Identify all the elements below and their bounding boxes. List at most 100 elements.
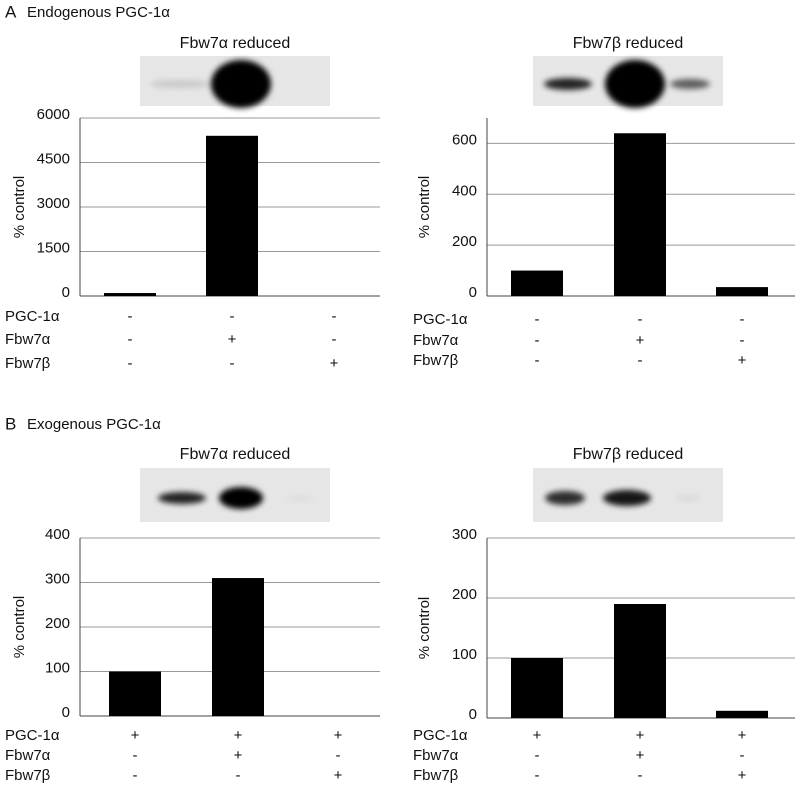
condition-sign: + xyxy=(738,352,747,369)
condition-name: Fbw7β xyxy=(5,355,51,372)
bar xyxy=(206,135,258,296)
condition-sign: + xyxy=(738,727,747,744)
y-axis-label: % control xyxy=(11,176,28,239)
condition-name: PGC-1α xyxy=(5,308,60,325)
condition-sign: - xyxy=(133,767,138,784)
bar xyxy=(104,293,156,296)
condition-name: Fbw7α xyxy=(5,331,51,348)
y-tick-label: 0 xyxy=(469,706,477,723)
condition-sign: - xyxy=(535,352,540,369)
condition-sign: + xyxy=(533,727,542,744)
condition-sign: + xyxy=(334,767,343,784)
y-tick-label: 4500 xyxy=(37,150,70,167)
condition-sign: + xyxy=(234,747,243,764)
blot-band xyxy=(158,492,206,504)
bar xyxy=(716,287,768,296)
condition-name: Fbw7α xyxy=(413,332,459,349)
bar xyxy=(212,578,264,716)
blot-band xyxy=(603,490,651,506)
y-tick-label: 0 xyxy=(469,284,477,301)
condition-sign: - xyxy=(128,308,133,325)
condition-name: Fbw7β xyxy=(413,767,459,784)
panel-title: Endogenous PGC-1α xyxy=(27,4,170,21)
condition-sign: - xyxy=(535,332,540,349)
blot-band xyxy=(544,78,592,90)
chart-title: Fbw7β reduced xyxy=(573,35,684,52)
y-tick-label: 300 xyxy=(452,526,477,543)
bar xyxy=(511,658,563,718)
blot-band xyxy=(545,491,585,505)
panel-letter: B xyxy=(5,414,16,433)
condition-sign: - xyxy=(230,355,235,372)
condition-name: Fbw7α xyxy=(413,747,459,764)
condition-sign: - xyxy=(638,767,643,784)
y-tick-label: 6000 xyxy=(37,106,70,123)
chart-title: Fbw7α reduced xyxy=(180,35,291,52)
condition-sign: - xyxy=(230,308,235,325)
condition-sign: + xyxy=(228,331,237,348)
condition-name: Fbw7β xyxy=(5,767,51,784)
blot-band xyxy=(219,487,263,509)
bar xyxy=(614,133,666,296)
blot-band xyxy=(670,79,710,89)
y-tick-label: 200 xyxy=(45,615,70,632)
blot-band xyxy=(285,495,315,501)
condition-sign: - xyxy=(535,767,540,784)
chart-title: Fbw7β reduced xyxy=(573,446,684,463)
condition-sign: - xyxy=(535,747,540,764)
y-tick-label: 300 xyxy=(45,570,70,587)
condition-sign: + xyxy=(636,332,645,349)
bar xyxy=(109,671,161,716)
condition-sign: - xyxy=(535,311,540,328)
y-tick-label: 600 xyxy=(452,131,477,148)
blot-band xyxy=(150,80,210,88)
bar xyxy=(716,710,768,718)
condition-sign: - xyxy=(638,352,643,369)
blot-band xyxy=(211,60,271,108)
condition-name: PGC-1α xyxy=(413,727,468,744)
blot-band xyxy=(605,60,665,108)
y-axis-label: % control xyxy=(11,596,28,659)
condition-sign: - xyxy=(638,311,643,328)
condition-sign: + xyxy=(636,727,645,744)
panel-title: Exogenous PGC-1α xyxy=(27,416,161,433)
condition-name: PGC-1α xyxy=(413,311,468,328)
y-tick-label: 0 xyxy=(62,704,70,721)
condition-sign: - xyxy=(336,747,341,764)
condition-name: PGC-1α xyxy=(5,727,60,744)
condition-sign: - xyxy=(128,355,133,372)
y-tick-label: 1500 xyxy=(37,239,70,256)
chart-title: Fbw7α reduced xyxy=(180,446,291,463)
y-tick-label: 400 xyxy=(452,182,477,199)
condition-sign: - xyxy=(740,332,745,349)
condition-sign: - xyxy=(332,308,337,325)
y-tick-label: 200 xyxy=(452,586,477,603)
condition-sign: + xyxy=(131,727,140,744)
condition-sign: + xyxy=(636,747,645,764)
y-tick-label: 100 xyxy=(452,646,477,663)
bar xyxy=(511,270,563,296)
condition-sign: - xyxy=(236,767,241,784)
y-axis-label: % control xyxy=(416,597,433,660)
condition-sign: + xyxy=(234,727,243,744)
condition-sign: - xyxy=(740,747,745,764)
condition-sign: + xyxy=(334,727,343,744)
y-tick-label: 3000 xyxy=(37,195,70,212)
condition-name: Fbw7α xyxy=(5,747,51,764)
bar xyxy=(614,604,666,718)
y-axis-label: % control xyxy=(416,176,433,239)
condition-name: Fbw7β xyxy=(413,352,459,369)
condition-sign: + xyxy=(330,355,339,372)
y-tick-label: 100 xyxy=(45,659,70,676)
condition-sign: - xyxy=(740,311,745,328)
blot-band xyxy=(676,495,700,501)
condition-sign: - xyxy=(128,331,133,348)
panel-letter: A xyxy=(5,2,17,21)
condition-sign: - xyxy=(133,747,138,764)
y-tick-label: 400 xyxy=(45,526,70,543)
condition-sign: + xyxy=(738,767,747,784)
y-tick-label: 200 xyxy=(452,233,477,250)
y-tick-label: 0 xyxy=(62,284,70,301)
condition-sign: - xyxy=(332,331,337,348)
